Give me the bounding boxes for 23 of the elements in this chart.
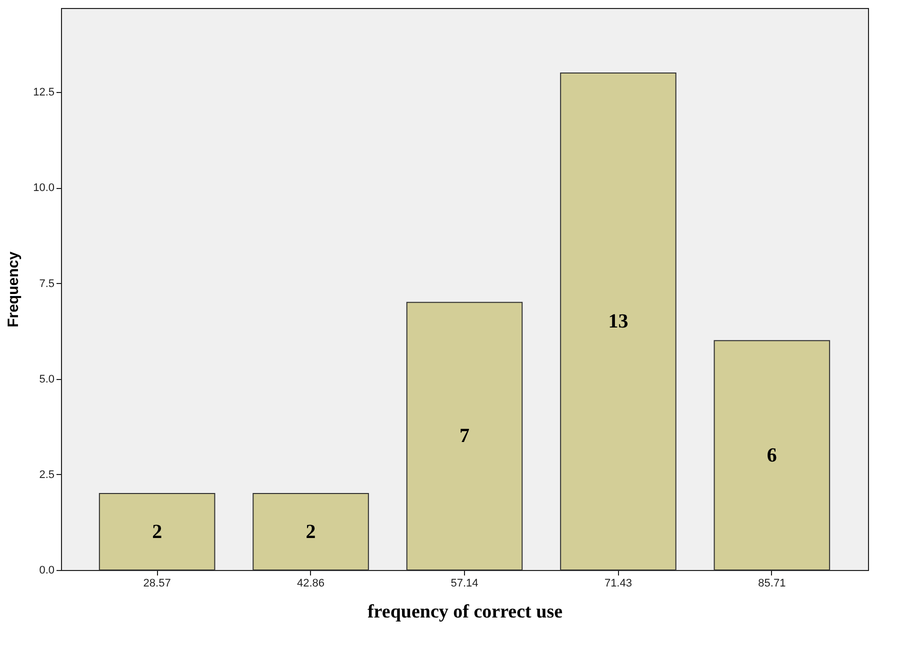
y-tick-label: 5.0: [39, 373, 54, 386]
y-tick-label: 12.5: [33, 86, 54, 99]
y-tick-label: 7.5: [39, 278, 54, 290]
x-tick-label: 28.57: [143, 578, 171, 590]
data-label: 13: [608, 310, 628, 332]
y-tick-label: 10.0: [33, 182, 54, 194]
y-axis-title: Frequency: [5, 250, 22, 328]
x-tick-label: 71.43: [604, 578, 632, 590]
bar: [98, 493, 216, 570]
data-label: 2: [152, 520, 162, 543]
y-tick-label: 0.0: [39, 564, 54, 576]
bar: [252, 493, 369, 570]
bar: [714, 340, 830, 570]
data-label: 6: [766, 444, 777, 466]
x-tick-label: 85.71: [758, 578, 786, 590]
data-label: 2: [306, 520, 316, 543]
x-tick-label: 57.14: [450, 578, 478, 590]
y-tick-label: 2.5: [39, 468, 54, 481]
x-tick-label: 42.86: [297, 578, 325, 590]
bar: [406, 302, 523, 570]
bar: [560, 72, 676, 570]
data-label: 7: [460, 425, 470, 448]
x-axis-title: frequency of correct use: [367, 602, 563, 622]
